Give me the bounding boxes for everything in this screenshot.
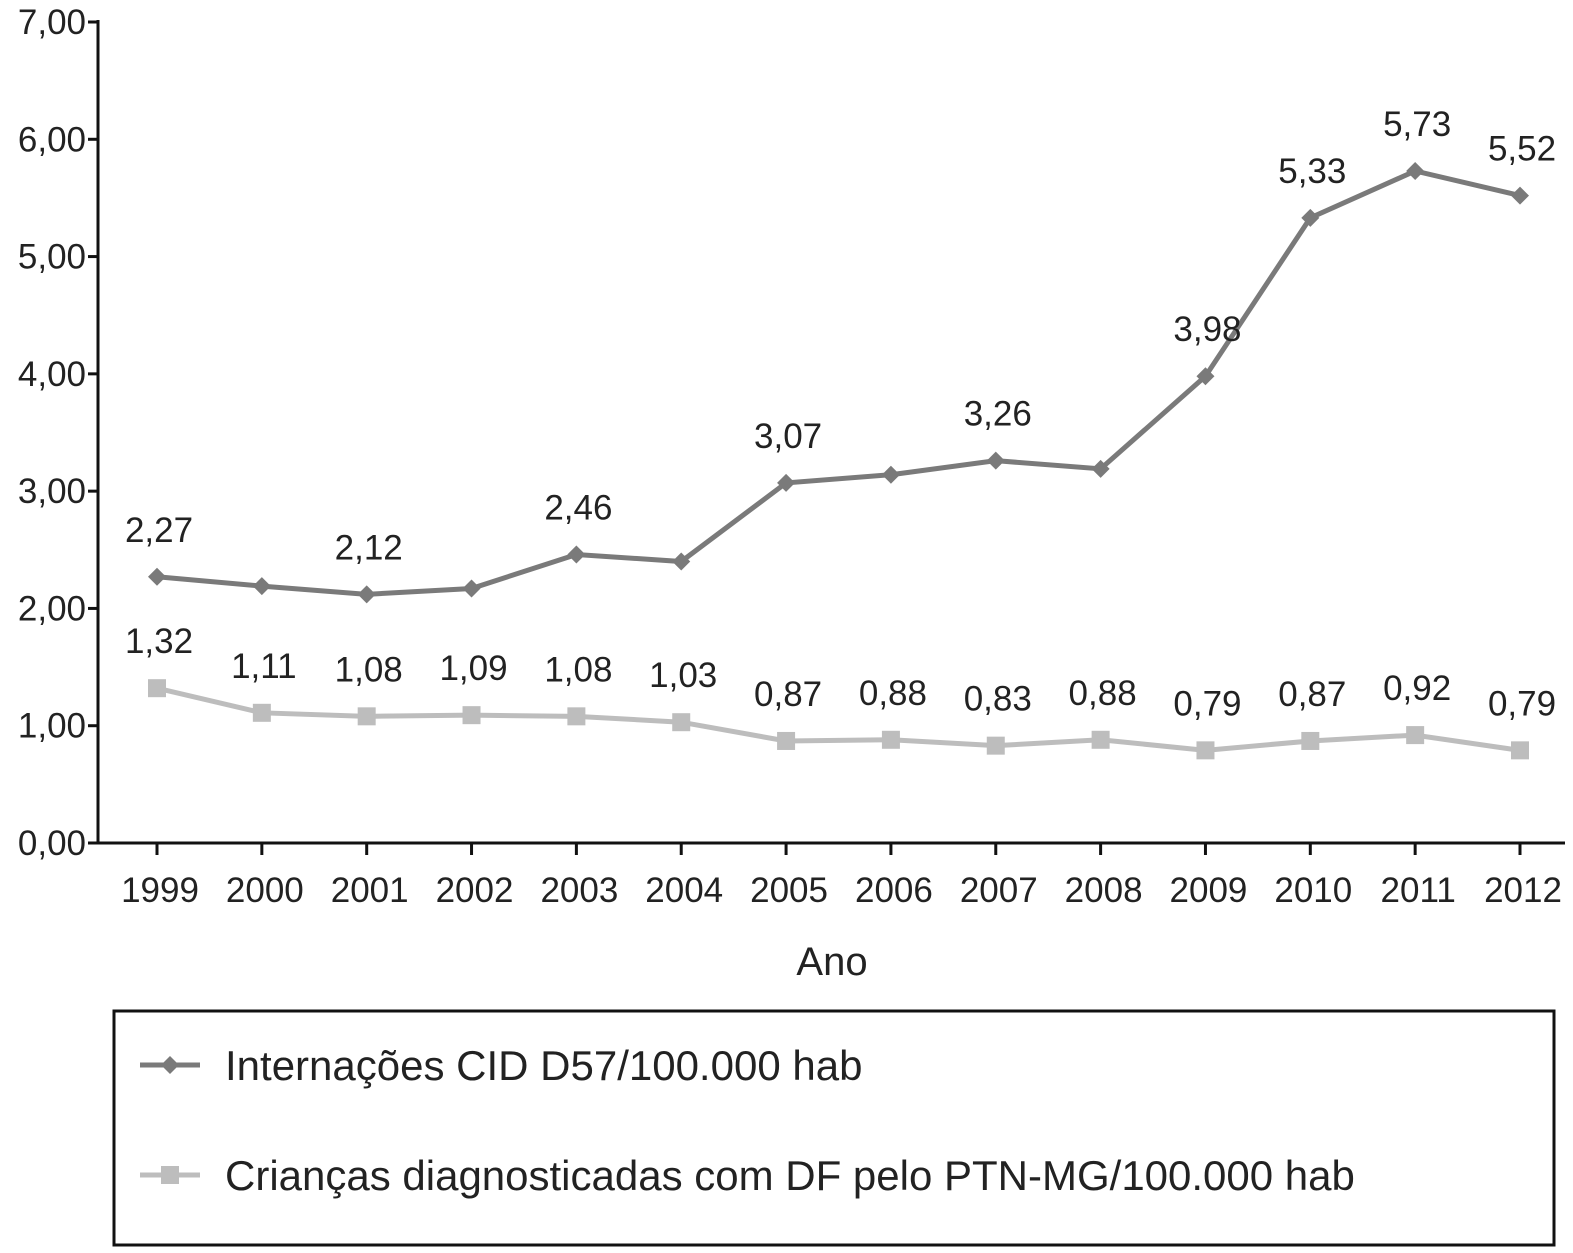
legend-item-2: Crianças diagnosticadas com DF pelo PTN-… xyxy=(140,1152,1355,1199)
data-point xyxy=(1091,459,1110,478)
data-point xyxy=(148,679,166,698)
data-label: 0,83 xyxy=(964,680,1032,719)
series-2: 1,32 1,11 1,08 1,09 1,08 1,03 0,87 0,88 0,83 0,88… xyxy=(125,622,1556,760)
x-tick-label: 2011 xyxy=(1381,871,1456,910)
data-label: 1,08 xyxy=(335,650,403,689)
x-tick-label: 2007 xyxy=(960,871,1038,910)
data-point xyxy=(986,736,1005,755)
x-tick-label: 2004 xyxy=(645,871,723,910)
data-label: 5,52 xyxy=(1488,130,1556,169)
series-line xyxy=(156,685,1521,753)
data-label: 0,92 xyxy=(1383,669,1451,708)
data-label: 1,03 xyxy=(649,656,717,695)
data-point xyxy=(1196,367,1215,386)
x-tick-label: 1999 xyxy=(121,871,199,910)
data-point xyxy=(1091,730,1110,749)
x-axis-title: Ano xyxy=(796,940,867,984)
data-label: 3,98 xyxy=(1173,310,1241,349)
data-point xyxy=(567,707,586,726)
data-label: 1,32 xyxy=(125,622,193,661)
data-label: 1,09 xyxy=(439,649,507,688)
legend-marker xyxy=(161,1056,179,1074)
data-point xyxy=(1301,731,1320,750)
data-point xyxy=(881,730,900,749)
series-group: 2,27 2,12 2,46 3,07 3,26 3,98 5,33 5,73 5,52 1,32… xyxy=(125,105,1556,760)
data-point xyxy=(1511,741,1529,760)
data-label: 3,07 xyxy=(754,417,822,456)
axes: 0,00 1,00 2,00 3,00 4,00 5,00 6,00 7,00 1999 2000… xyxy=(18,3,1565,910)
legend: Internações CID D57/100.000 hab Crianças … xyxy=(112,1009,1556,1247)
data-label: 5,33 xyxy=(1278,152,1346,191)
data-label: 0,88 xyxy=(1069,674,1137,713)
data-point xyxy=(567,545,586,564)
x-tick-label: 2010 xyxy=(1274,871,1352,910)
data-point xyxy=(881,465,900,484)
data-label: 3,26 xyxy=(964,395,1032,434)
data-point xyxy=(986,451,1005,470)
x-tick-label: 2009 xyxy=(1170,871,1248,910)
y-tick-label: 3,00 xyxy=(18,472,86,511)
data-label: 1,11 xyxy=(231,647,297,686)
y-tick-label: 2,00 xyxy=(18,589,86,628)
legend-marker xyxy=(161,1166,179,1184)
x-tick-label: 2000 xyxy=(226,871,304,910)
data-point xyxy=(252,577,271,596)
x-tick-label: 2001 xyxy=(331,871,409,910)
y-tick-label: 1,00 xyxy=(18,707,86,746)
legend-label: Crianças diagnosticadas com DF pelo PTN-… xyxy=(225,1152,1355,1199)
data-point xyxy=(148,567,166,586)
y-tick-label: 0,00 xyxy=(18,824,86,863)
data-label: 2,27 xyxy=(125,511,193,550)
data-point xyxy=(357,707,376,726)
y-tick-label: 4,00 xyxy=(18,355,86,394)
data-point xyxy=(672,552,691,571)
data-point xyxy=(252,703,271,722)
y-tick-label: 6,00 xyxy=(18,120,86,159)
data-point xyxy=(462,706,481,725)
x-tick-label: 2003 xyxy=(540,871,618,910)
data-point xyxy=(1406,161,1425,180)
data-point xyxy=(1301,208,1320,227)
data-point xyxy=(357,585,376,604)
series-line xyxy=(156,168,1521,597)
data-label: 2,12 xyxy=(335,528,403,567)
legend-label: Internações CID D57/100.000 hab xyxy=(225,1042,862,1089)
x-tick-label: 2008 xyxy=(1065,871,1143,910)
data-point xyxy=(1511,186,1529,205)
data-point xyxy=(462,579,481,598)
data-point xyxy=(777,473,796,492)
y-tick-label: 5,00 xyxy=(18,238,86,277)
x-tick-label: 2012 xyxy=(1484,871,1562,910)
data-label: 0,88 xyxy=(859,674,927,713)
legend-item-1: Internações CID D57/100.000 hab xyxy=(140,1042,862,1089)
series-1: 2,27 2,12 2,46 3,07 3,26 3,98 5,33 5,73 5,52 xyxy=(125,105,1556,604)
data-point xyxy=(1406,726,1425,745)
data-point xyxy=(1196,741,1215,760)
x-tick-label: 2002 xyxy=(436,871,514,910)
x-tick-label: 2006 xyxy=(855,871,933,910)
x-tick-label: 2005 xyxy=(750,871,828,910)
data-label: 0,87 xyxy=(1278,675,1346,714)
data-label: 0,87 xyxy=(754,675,822,714)
data-label: 0,79 xyxy=(1488,684,1556,723)
data-point xyxy=(777,731,796,750)
data-label: 5,73 xyxy=(1383,105,1451,144)
legend-box xyxy=(112,1009,1556,1247)
y-tick-label: 7,00 xyxy=(18,3,86,42)
data-label: 2,46 xyxy=(544,488,612,527)
data-point xyxy=(672,713,691,732)
data-label: 0,79 xyxy=(1173,684,1241,723)
data-label: 1,08 xyxy=(544,650,612,689)
